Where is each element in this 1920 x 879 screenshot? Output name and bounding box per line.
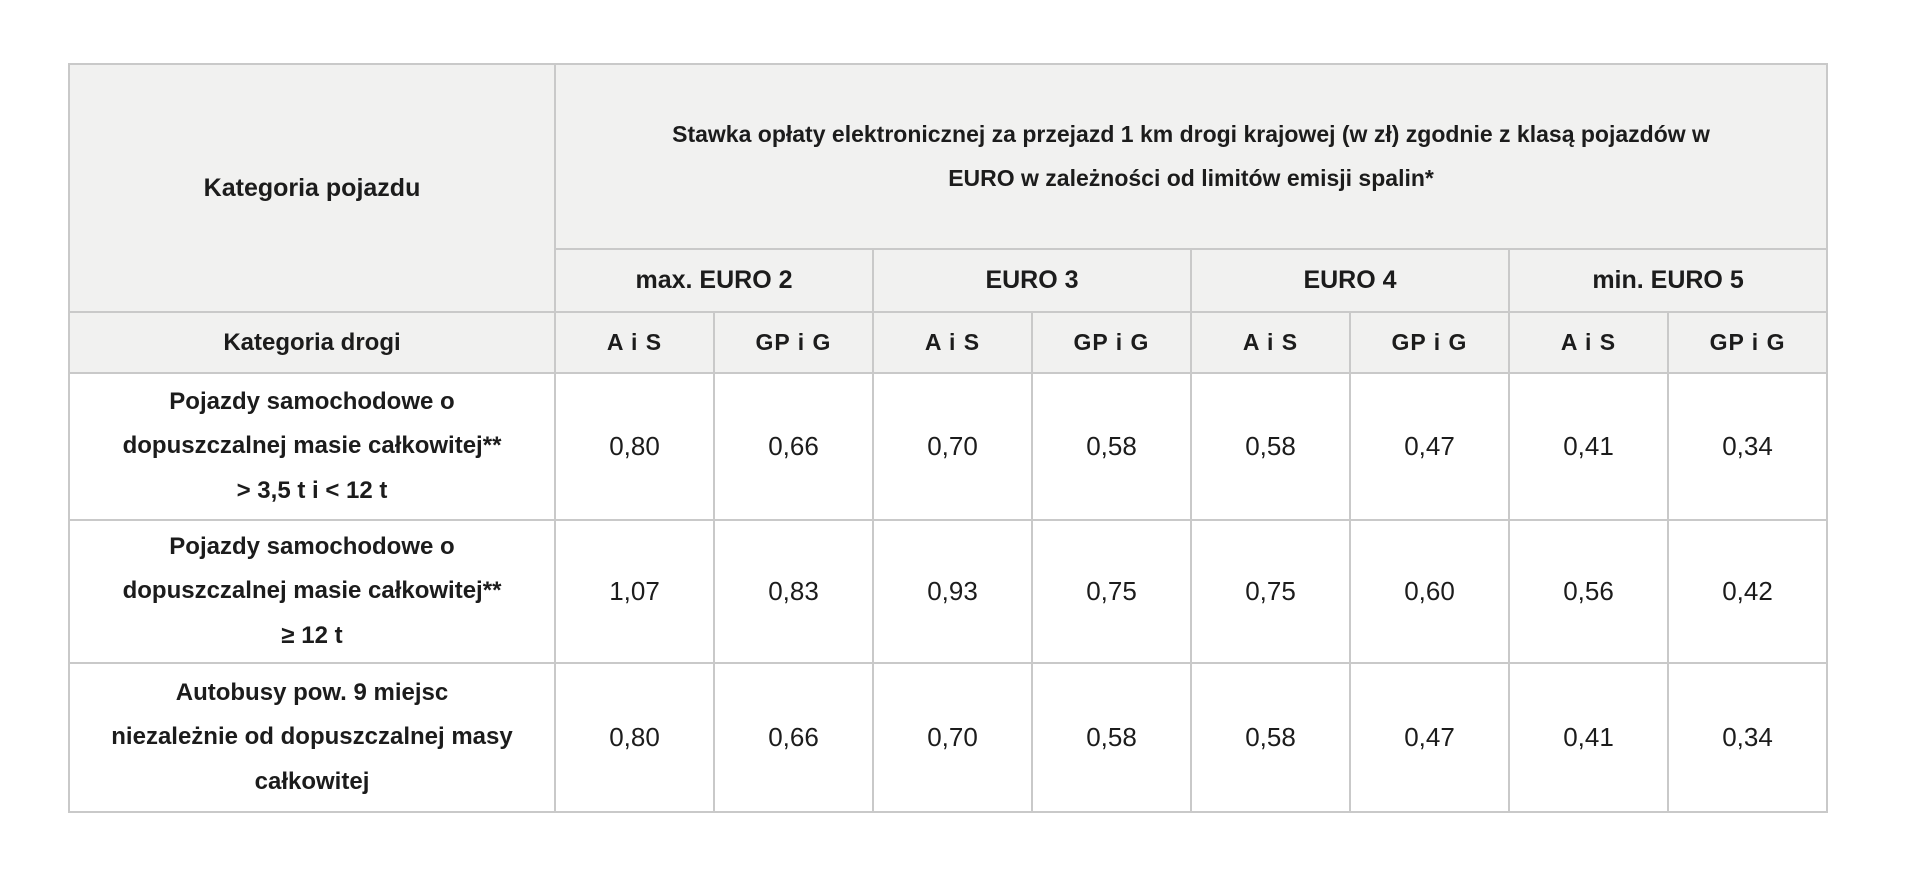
header-row-main: Kategoria pojazdu Stawka opłaty elektron…	[68, 63, 1829, 313]
road-category-header-cell: Kategoria drogi	[68, 311, 556, 374]
vehicle-label-cell: Autobusy pow. 9 miejsc niezależnie od do…	[68, 662, 556, 814]
euro-class-header-cell-min-euro-5: min. EURO 5	[1507, 248, 1829, 313]
rate-value-cell: 0,80	[554, 662, 715, 814]
header-row-euro-classes: max. EURO 2 EURO 3 EURO 4 min. EURO 5	[69, 248, 1829, 313]
rate-value-cell: 0,83	[713, 518, 874, 665]
road-type-header-cell: A i S	[1190, 311, 1351, 374]
rate-value-cell: 1,07	[554, 518, 715, 665]
rate-value-cell: 0,34	[1666, 372, 1829, 521]
rate-value-cell: 0,56	[1508, 518, 1669, 665]
rate-value-cell: 0,42	[1666, 518, 1829, 665]
main-header-line-1: Stawka opłaty elektronicznej za przejazd…	[672, 120, 1710, 147]
vehicle-label-line: dopuszczalnej masie całkowitej**	[122, 432, 502, 460]
rate-value-cell: 0,66	[713, 662, 874, 814]
vehicle-label-line: > 3,5 t i < 12 t	[236, 476, 388, 504]
rate-value-cell: 0,58	[1190, 662, 1351, 814]
vehicle-label-line: ≥ 12 t	[281, 621, 343, 649]
table-row-vehicles-3-5-to-12t: Pojazdy samochodowe o dopuszczalnej masi…	[68, 372, 1829, 521]
road-type-header-cell: A i S	[554, 311, 715, 374]
road-type-header-cell: GP i G	[1031, 311, 1192, 374]
vehicle-label-line: Pojazdy samochodowe o	[169, 533, 455, 560]
rate-value-cell: 0,60	[1349, 518, 1510, 665]
vehicle-label-line: Pojazdy samochodowe o	[169, 387, 455, 415]
rate-value-cell: 0,47	[1349, 662, 1510, 814]
vehicle-label-line: całkowitej	[254, 767, 370, 795]
rate-value-cell: 0,70	[872, 372, 1033, 521]
road-type-header-cell: A i S	[872, 311, 1033, 374]
rate-value-cell: 0,58	[1190, 372, 1351, 521]
toll-rates-table: Kategoria pojazdu Stawka opłaty elektron…	[68, 63, 1829, 814]
vehicle-label-cell: Pojazdy samochodowe o dopuszczalnej masi…	[68, 372, 556, 521]
main-header-line-2: EURO w zależności od limitów emisji spal…	[948, 164, 1434, 191]
rate-value-cell: 0,93	[872, 518, 1033, 665]
rate-value-cell: 0,58	[1031, 372, 1192, 521]
rate-value-cell: 0,41	[1508, 372, 1669, 521]
vehicle-label-line: dopuszczalnej masie całkowitej**	[122, 577, 502, 605]
euro-class-header-cell-euro-3: EURO 3	[872, 248, 1192, 313]
road-type-header-cell: A i S	[1508, 311, 1669, 374]
vehicle-category-header-cell: Kategoria pojazdu	[68, 63, 556, 313]
road-type-header-cell: GP i G	[1666, 311, 1829, 374]
euro-class-header-cell-euro-4: EURO 4	[1190, 248, 1510, 313]
rate-value-cell: 0,34	[1666, 662, 1829, 814]
rate-value-cell: 0,58	[1031, 662, 1192, 814]
rate-value-cell: 0,70	[872, 662, 1033, 814]
rate-value-cell: 0,47	[1349, 372, 1510, 521]
vehicle-label-cell: Pojazdy samochodowe o dopuszczalnej masi…	[68, 518, 556, 665]
vehicle-label-line: niezależnie od dopuszczalnej masy	[111, 723, 513, 751]
rate-value-cell: 0,75	[1190, 518, 1351, 665]
rate-value-cell: 0,41	[1508, 662, 1669, 814]
toll-rates-table-container: Kategoria pojazdu Stawka opłaty elektron…	[68, 63, 1829, 814]
table-row-buses: Autobusy pow. 9 miejsc niezależnie od do…	[68, 662, 1829, 814]
main-header-cell: Stawka opłaty elektronicznej za przejazd…	[553, 63, 1829, 250]
rate-value-cell: 0,66	[713, 372, 874, 521]
road-type-header-cell: GP i G	[1349, 311, 1510, 374]
rate-value-cell: 0,80	[554, 372, 715, 521]
rate-value-cell: 0,75	[1031, 518, 1192, 665]
table-row-vehicles-over-12t: Pojazdy samochodowe o dopuszczalnej masi…	[68, 518, 1829, 665]
road-type-header-cell: GP i G	[713, 311, 874, 374]
header-row-road-types: Kategoria drogi A i S GP i G A i S GP i …	[68, 311, 1829, 374]
euro-class-header-cell-max-euro-2: max. EURO 2	[554, 248, 874, 313]
vehicle-label-line: Autobusy pow. 9 miejsc	[175, 679, 449, 707]
